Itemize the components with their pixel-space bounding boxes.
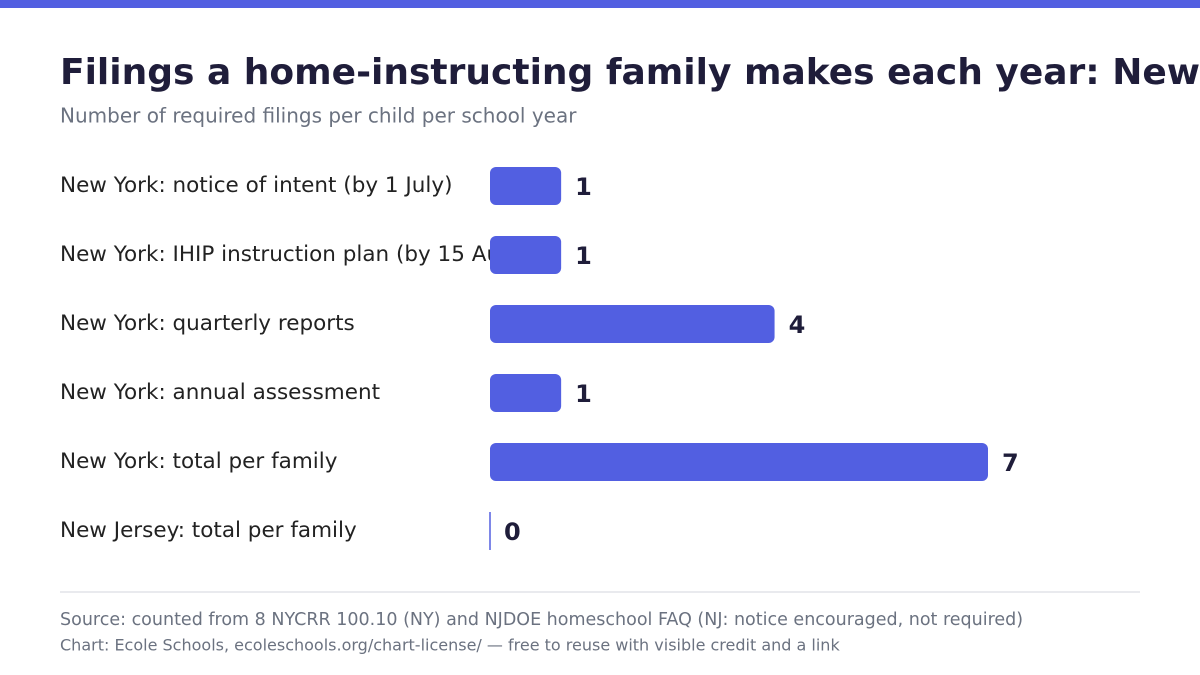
value-label: 0	[504, 518, 521, 546]
value-label: 1	[575, 173, 592, 201]
value-label: 1	[575, 380, 592, 408]
bar	[490, 374, 562, 412]
category-label: New York: annual assessment	[60, 380, 380, 405]
chart-subtitle: Number of required filings per child per…	[60, 104, 577, 128]
category-label: New York: IHIP instruction plan (by 15 A…	[60, 242, 500, 267]
category-label: New York: total per family	[60, 449, 338, 474]
bar	[490, 167, 562, 205]
value-label: 1	[575, 242, 592, 270]
category-label: New Jersey: total per family	[60, 518, 357, 543]
category-label: New York: notice of intent (by 1 July)	[60, 173, 452, 198]
bar	[490, 236, 562, 274]
source-note: Source: counted from 8 NYCRR 100.10 (NY)…	[60, 610, 1023, 630]
bar	[490, 305, 775, 343]
value-label: 7	[1002, 449, 1019, 477]
chart-title: Filings a home-instructing family makes …	[60, 52, 1200, 93]
credit-note: Chart: Ecole Schools, ecoleschools.org/c…	[60, 636, 840, 655]
category-label: New York: quarterly reports	[60, 311, 355, 336]
value-label: 4	[789, 311, 806, 339]
top-stripe	[0, 0, 1200, 8]
bar	[490, 443, 988, 481]
